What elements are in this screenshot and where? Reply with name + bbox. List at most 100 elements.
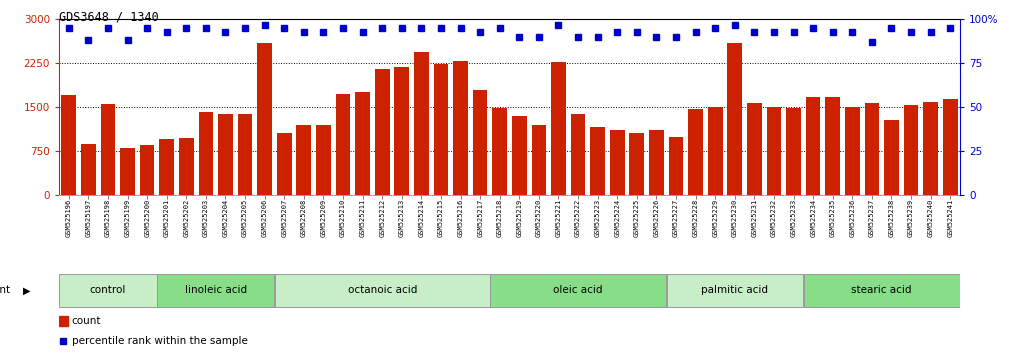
Bar (767, 107, 781, 195)
Text: GSM525230: GSM525230 (732, 199, 737, 237)
Bar (61, 96, 76, 195)
Bar (864, 103, 880, 195)
Text: GSM525201: GSM525201 (164, 199, 170, 237)
Text: GSM525209: GSM525209 (320, 199, 326, 237)
Bar (943, 99, 958, 195)
Bar (923, 102, 938, 195)
Bar (473, 90, 487, 195)
Bar (120, 148, 135, 195)
Text: palmitic acid: palmitic acid (702, 285, 768, 295)
Text: GSM525210: GSM525210 (340, 199, 346, 237)
Bar (708, 107, 722, 195)
Bar (884, 120, 899, 195)
Text: GSM525229: GSM525229 (712, 199, 718, 237)
Bar (414, 52, 429, 195)
Text: GSM525228: GSM525228 (693, 199, 699, 237)
Text: GSM525197: GSM525197 (85, 199, 92, 237)
Text: GSM525239: GSM525239 (908, 199, 914, 237)
Text: GSM525203: GSM525203 (203, 199, 208, 237)
Text: GSM525200: GSM525200 (144, 199, 151, 237)
Bar (668, 137, 683, 195)
Text: GSM525196: GSM525196 (66, 199, 72, 237)
Text: control: control (89, 285, 126, 295)
Bar (727, 43, 742, 195)
Text: GDS3648 / 1340: GDS3648 / 1340 (59, 11, 159, 24)
Bar (238, 114, 252, 195)
Text: GSM525208: GSM525208 (301, 199, 307, 237)
Text: GSM525224: GSM525224 (614, 199, 620, 237)
Text: GSM525213: GSM525213 (399, 199, 405, 237)
Bar (590, 127, 605, 195)
Text: GSM525219: GSM525219 (517, 199, 523, 237)
Text: GSM525241: GSM525241 (947, 199, 953, 237)
Bar (257, 43, 272, 195)
Bar (532, 125, 546, 195)
Text: GSM525204: GSM525204 (223, 199, 229, 237)
Text: GSM525206: GSM525206 (261, 199, 267, 237)
Text: GSM525205: GSM525205 (242, 199, 248, 237)
Bar (433, 64, 448, 195)
Text: GSM525199: GSM525199 (124, 199, 130, 237)
FancyBboxPatch shape (59, 274, 157, 307)
Bar (81, 144, 96, 195)
Bar (198, 112, 214, 195)
Bar (826, 97, 840, 195)
Bar (492, 108, 507, 195)
Bar (904, 105, 918, 195)
Text: linoleic acid: linoleic acid (185, 285, 247, 295)
Text: GSM525231: GSM525231 (752, 199, 758, 237)
Text: GSM525237: GSM525237 (869, 199, 875, 237)
Text: GSM525238: GSM525238 (889, 199, 895, 237)
Text: octanoic acid: octanoic acid (348, 285, 417, 295)
FancyBboxPatch shape (275, 274, 489, 307)
Bar (139, 145, 155, 195)
Text: GSM525240: GSM525240 (928, 199, 934, 237)
Text: GSM525233: GSM525233 (790, 199, 796, 237)
Text: GSM525225: GSM525225 (634, 199, 640, 237)
Text: stearic acid: stearic acid (851, 285, 912, 295)
Text: GSM525226: GSM525226 (654, 199, 659, 237)
Text: GSM525207: GSM525207 (282, 199, 287, 237)
Text: percentile rank within the sample: percentile rank within the sample (71, 336, 247, 346)
Bar (551, 62, 565, 195)
FancyBboxPatch shape (666, 274, 803, 307)
Text: agent: agent (0, 285, 10, 295)
Bar (610, 131, 624, 195)
Bar (375, 69, 390, 195)
Bar (336, 94, 351, 195)
Text: GSM525212: GSM525212 (379, 199, 385, 237)
Text: GSM525216: GSM525216 (458, 199, 464, 237)
Bar (59, 316, 68, 326)
Text: GSM525227: GSM525227 (673, 199, 679, 237)
Bar (845, 107, 859, 195)
Text: GSM525232: GSM525232 (771, 199, 777, 237)
FancyBboxPatch shape (803, 274, 960, 307)
Bar (316, 125, 331, 195)
Text: GSM525222: GSM525222 (575, 199, 581, 237)
Bar (689, 109, 703, 195)
Text: count: count (71, 316, 101, 326)
Text: ▶: ▶ (22, 285, 31, 295)
Text: GSM525235: GSM525235 (830, 199, 836, 237)
Text: GSM525221: GSM525221 (555, 199, 561, 237)
Bar (355, 92, 370, 195)
Text: GSM525220: GSM525220 (536, 199, 542, 237)
Text: oleic acid: oleic acid (553, 285, 603, 295)
Text: GSM525218: GSM525218 (496, 199, 502, 237)
Bar (571, 114, 586, 195)
Bar (454, 61, 468, 195)
Text: GSM525211: GSM525211 (360, 199, 365, 237)
Text: GSM525214: GSM525214 (418, 199, 424, 237)
Bar (649, 131, 664, 195)
Bar (101, 104, 115, 195)
Bar (160, 139, 174, 195)
Text: GSM525217: GSM525217 (477, 199, 483, 237)
Bar (805, 97, 821, 195)
Bar (395, 67, 409, 195)
Text: GSM525234: GSM525234 (811, 199, 816, 237)
FancyBboxPatch shape (158, 274, 274, 307)
Bar (277, 133, 292, 195)
Text: GSM525236: GSM525236 (849, 199, 855, 237)
FancyBboxPatch shape (490, 274, 666, 307)
Bar (297, 125, 311, 195)
